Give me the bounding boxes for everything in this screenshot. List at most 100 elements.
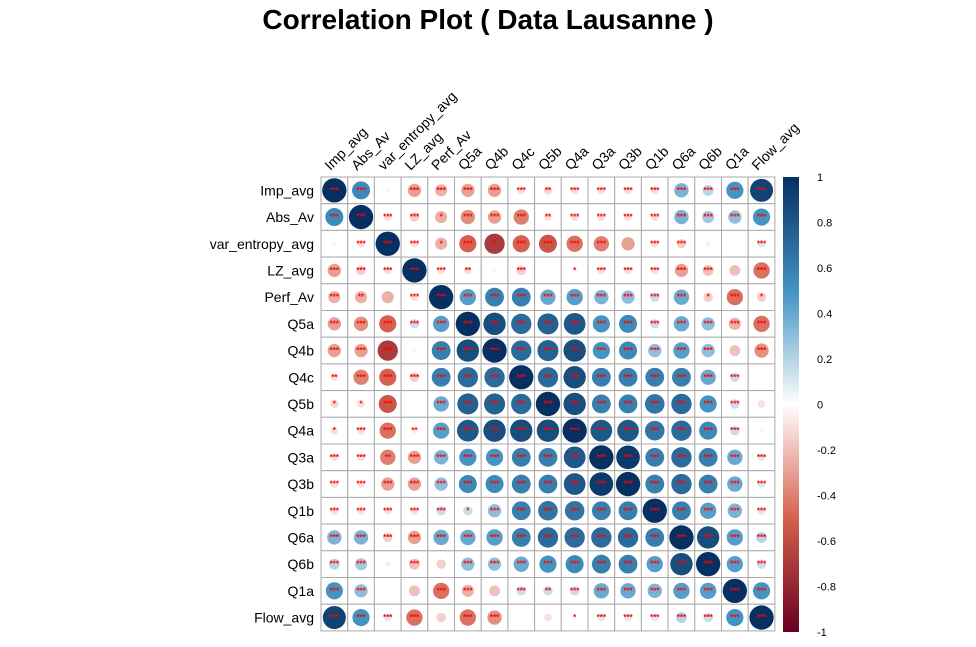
corr-circle-Q4c-Q6b: [700, 369, 716, 385]
corr-circle-Q6a-LZ_avg: [407, 530, 422, 545]
significance-Q4c-Q1b: ***: [650, 373, 660, 382]
corr-circle-Q4b-Q6b: [701, 343, 715, 358]
corr-circle-Flow_avg-Q1a: [726, 608, 744, 627]
significance-Abs_Av-Q6b: ***: [703, 213, 713, 222]
significance-Imp_avg-Flow_avg: ***: [757, 186, 767, 195]
significance-LZ_avg-Q1b: ***: [650, 266, 660, 275]
significance-Q5a-Q3a: ***: [597, 319, 607, 328]
significance-Q3b-LZ_avg: ***: [410, 480, 420, 489]
corr-circle-Q1a-Abs_Av: [354, 584, 368, 598]
chart-title: Correlation Plot ( Data Lausanne ): [262, 4, 714, 35]
corr-circle-Q6b-Q5b: [539, 555, 557, 573]
corr-circle-Q4b-Q1b: [648, 343, 662, 358]
significance-Q3a-Q3a: ***: [597, 453, 607, 462]
significance-Perf_Av-Flow_avg: *: [760, 293, 764, 302]
corr-circle-Q1a-Q1b: [647, 583, 662, 599]
column-label-Q4a: Q4a: [561, 143, 591, 173]
significance-Perf_Av-LZ_avg: ***: [410, 293, 420, 302]
corr-circle-Q1b-Q1a: [727, 503, 743, 518]
corr-circle-Perf_Av-Imp_avg: [328, 291, 341, 304]
significance-Q4c-Q5b: ***: [543, 373, 553, 382]
significance-Q1b-LZ_avg: ***: [410, 506, 420, 515]
corr-circle-Imp_avg-Q1a: [726, 181, 744, 199]
significance-Q1a-Flow_avg: ***: [757, 586, 767, 595]
significance-Q4a-Q5a: ***: [463, 426, 473, 435]
corr-circle-Abs_Av-var_entropy_avg: [383, 213, 392, 221]
significance-Q3b-var_entropy_avg: ***: [383, 480, 393, 489]
significance-Q3a-Q4b: ***: [490, 453, 500, 462]
significance-Q1a-Q6a: ***: [677, 586, 687, 595]
corr-circle-Q4c-Q3a: [591, 367, 611, 387]
corr-circle-Q6a-Q5a: [460, 529, 476, 546]
corr-circle-Q5b-Q5a: [457, 393, 479, 415]
corr-circle-Q1a-Q3a: [593, 583, 610, 599]
corr-circle-LZ_avg-Q4a: [571, 267, 578, 274]
corr-circle-Q4b-Flow_avg: [754, 343, 769, 358]
significance-Q5b-Perf_Av: ***: [436, 399, 446, 408]
corr-circle-Q5a-Q4a: [563, 312, 586, 335]
corr-circle-Q1a-Flow_avg: [752, 582, 771, 600]
significance-Q4a-Q4b: ***: [490, 426, 500, 435]
corr-circle-Perf_Av-Q1a: [726, 288, 744, 306]
corr-circle-Perf_Av-Q1b: [650, 292, 660, 302]
significance-Perf_Av-Abs_Av: **: [358, 293, 365, 302]
corr-circle-Q6a-Abs_Av: [353, 530, 369, 545]
corr-circle-Abs_Av-Q4a: [570, 213, 579, 221]
heatmap-grid: *** *** *** *** *** *** *** ** *** *** *** *** *** **…: [320, 176, 776, 632]
corr-circle-var_entropy_avg-Imp_avg: [332, 241, 337, 246]
corr-circle-var_entropy_avg-Q5a: [459, 235, 477, 253]
colorbar-gradient: [783, 177, 799, 632]
corr-circle-var_entropy_avg-Q6b: [705, 241, 711, 247]
significance-Q1a-Q5a: ***: [463, 586, 473, 595]
corr-circle-Q4b-Q4b: [482, 338, 507, 363]
corr-circle-Q5a-Q3a: [592, 315, 610, 333]
significance-Q3b-Abs_Av: ***: [356, 480, 366, 489]
corr-circle-Q4a-Q6b: [699, 421, 718, 440]
significance-Q6a-Q1a: ***: [730, 533, 740, 542]
cell-var_entropy_avg-Q4c: [507, 229, 536, 258]
corr-circle-LZ_avg-LZ_avg: [402, 258, 427, 283]
significance-Abs_Av-Q1a: ***: [730, 213, 740, 222]
significance-Q4c-Q6a: ***: [677, 373, 687, 382]
corr-circle-Flow_avg-Q4b: [487, 610, 502, 625]
significance-Q5b-Q4a: ***: [570, 399, 580, 408]
corr-circle-Q1b-Q5b: [538, 500, 558, 521]
corr-circle-Abs_Av-Abs_Av: [348, 204, 374, 230]
cell-Q6b-LZ_avg: [400, 550, 429, 578]
corr-circle-Q4c-Q5a: [457, 367, 479, 388]
significance-Q3a-Q6b: ***: [703, 453, 713, 462]
colorbar-tick-label: -0.6: [817, 536, 836, 548]
significance-Abs_Av-Perf_Av: *: [440, 213, 444, 222]
corr-circle-Q6a-Flow_avg: [756, 532, 767, 543]
corr-circle-Q1b-Q4c: [511, 501, 531, 521]
significance-Q6b-Q1a: ***: [730, 560, 740, 569]
corr-circle-Q4a-Abs_Av: [357, 426, 365, 435]
significance-Abs_Av-Q6a: ***: [677, 213, 687, 222]
significance-Q6a-Perf_Av: ***: [436, 533, 446, 542]
corr-circle-Q1a-Q5a: [461, 584, 474, 597]
corr-circle-Q6a-Q4c: [511, 528, 531, 547]
row-label-LZ_avg: LZ_avg: [267, 262, 314, 278]
corr-circle-Q1a-Imp_avg: [325, 582, 343, 600]
significance-Q6b-Q6b: ***: [703, 560, 713, 569]
corr-circle-LZ_avg-var_entropy_avg: [383, 266, 392, 275]
corr-circle-Q4b-LZ_avg: [412, 348, 417, 353]
corr-circle-Q4b-Q6a: [673, 342, 690, 359]
significance-Abs_Av-Q3b: ***: [623, 213, 633, 222]
significance-Q3a-Imp_avg: ***: [330, 453, 340, 462]
significance-Q3b-Q1a: ***: [730, 480, 740, 489]
significance-LZ_avg-LZ_avg: ***: [410, 266, 420, 275]
significance-Imp_avg-Abs_Av: ***: [356, 186, 366, 195]
significance-Perf_Av-Q1b: ***: [650, 293, 660, 302]
corr-circle-Q4a-Q4c: [510, 419, 533, 442]
corr-circle-Abs_Av-Q6a: [674, 209, 689, 225]
significance-Imp_avg-Q4b: ***: [490, 186, 500, 195]
significance-Q4b-Q4c: ***: [517, 346, 527, 355]
significance-Perf_Av-Q1a: ***: [730, 293, 740, 302]
corr-circle-Q3a-Q5a: [459, 448, 477, 466]
corr-circle-Flow_avg-Q6a: [676, 612, 687, 623]
significance-Q6a-Q4c: ***: [517, 533, 527, 542]
corr-circle-Q6a-Q1b: [645, 528, 665, 547]
significance-Q6a-Imp_avg: ***: [330, 533, 340, 542]
